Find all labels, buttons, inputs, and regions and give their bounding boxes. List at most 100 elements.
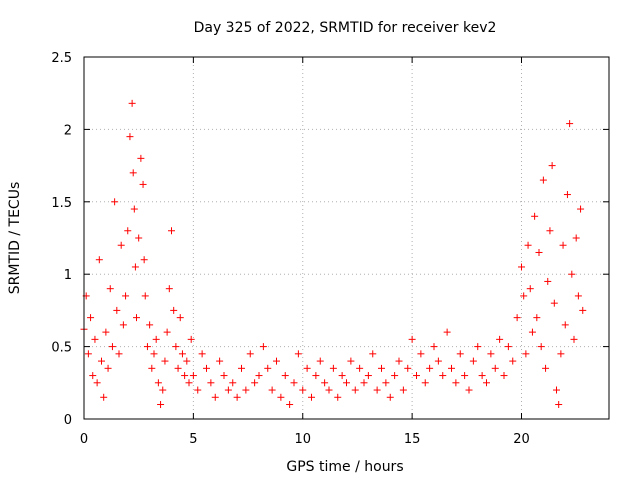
data-point — [316, 357, 324, 365]
y-tick-label: 0 — [64, 413, 72, 428]
y-tick-label: 2 — [64, 123, 72, 138]
data-point — [238, 364, 245, 372]
data-point — [294, 350, 302, 358]
data-point — [347, 357, 355, 365]
data-point — [563, 191, 571, 199]
data-point — [130, 205, 138, 213]
data-point — [128, 99, 136, 107]
data-point — [216, 357, 224, 365]
data-point — [129, 169, 137, 177]
data-point — [382, 379, 390, 387]
data-point — [461, 372, 469, 380]
data-point — [539, 176, 547, 184]
data-point — [183, 357, 191, 365]
data-point — [242, 386, 250, 394]
data-point — [159, 386, 167, 394]
data-point — [224, 386, 232, 394]
data-point — [557, 350, 565, 358]
data-point — [178, 350, 186, 358]
data-point — [246, 350, 254, 358]
y-tick-label: 1 — [64, 268, 72, 283]
data-point — [122, 292, 130, 300]
data-point — [308, 393, 315, 401]
x-tick-label: 0 — [80, 432, 88, 447]
data-point — [161, 357, 169, 365]
data-point — [537, 343, 545, 351]
x-tick-label: 10 — [294, 432, 311, 447]
data-point — [264, 364, 272, 372]
data-point — [408, 335, 416, 343]
data-point — [286, 401, 294, 409]
data-point — [111, 198, 119, 206]
x-tick-labels: 0 5 10 15 20 — [80, 432, 530, 447]
data-point — [465, 386, 473, 394]
data-point — [91, 335, 99, 343]
data-point — [491, 364, 499, 372]
data-point — [251, 379, 259, 387]
data-point — [152, 335, 160, 343]
data-point — [281, 372, 289, 380]
data-point — [140, 256, 148, 264]
data-point — [126, 133, 134, 141]
data-point — [452, 379, 460, 387]
data-point — [299, 386, 307, 394]
data-point — [434, 357, 442, 365]
data-point — [163, 328, 171, 336]
data-point — [181, 372, 189, 380]
data-point — [364, 372, 372, 380]
data-point — [185, 379, 193, 387]
data-point — [413, 372, 420, 380]
data-point — [526, 285, 534, 293]
data-point — [203, 364, 210, 372]
data-point — [172, 343, 180, 351]
data-point — [220, 372, 228, 380]
data-point — [338, 372, 346, 380]
data-point — [568, 270, 576, 278]
data-point — [360, 379, 368, 387]
data-point — [84, 350, 92, 358]
data-point — [496, 335, 504, 343]
data-point — [100, 393, 108, 401]
data-point — [395, 357, 403, 365]
x-tick-label: 15 — [404, 432, 421, 447]
data-point — [106, 285, 114, 293]
data-point — [189, 372, 197, 380]
data-point — [165, 285, 173, 293]
data-point — [439, 372, 447, 380]
y-tick-label: 1.5 — [51, 196, 72, 211]
data-point — [343, 379, 350, 387]
data-point — [102, 328, 110, 336]
data-point — [268, 386, 276, 394]
y-tick-label: 0.5 — [51, 341, 72, 356]
data-point — [211, 393, 219, 401]
data-point — [334, 393, 342, 401]
data-point — [329, 364, 337, 372]
data-point — [157, 401, 165, 409]
data-point — [115, 350, 123, 358]
data-point — [574, 292, 582, 300]
data-point — [399, 386, 407, 394]
data-point — [277, 393, 285, 401]
data-point — [351, 386, 359, 394]
x-tick-label: 5 — [189, 432, 197, 447]
data-point — [509, 357, 517, 365]
data-point — [566, 120, 574, 128]
y-tick-labels: 0 0.5 1 1.5 2 2.5 — [51, 51, 72, 428]
data-point — [533, 314, 541, 322]
data-point — [290, 379, 298, 387]
data-point — [487, 350, 495, 358]
data-point — [143, 343, 151, 351]
data-point — [131, 263, 139, 271]
data-point — [312, 372, 320, 380]
data-point — [124, 227, 132, 235]
data-point — [550, 299, 558, 307]
data-point — [119, 321, 127, 329]
data-point — [113, 306, 121, 314]
data-point — [478, 372, 486, 380]
data-point — [528, 328, 536, 336]
data-point — [170, 306, 178, 314]
data-point — [524, 241, 532, 249]
data-point — [233, 393, 241, 401]
y-axis-label: SRMTID / TECUs — [7, 182, 23, 295]
